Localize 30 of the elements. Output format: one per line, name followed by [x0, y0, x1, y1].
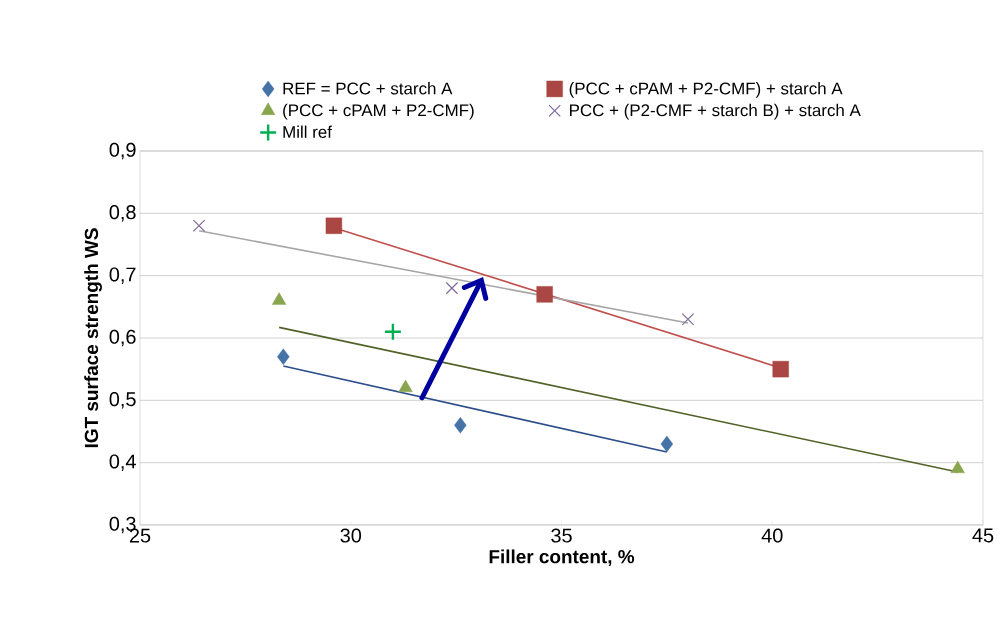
point: [536, 286, 553, 303]
y-tick-label: 0,4: [109, 454, 136, 471]
legend-label: (PCC + cPAM + P2-CMF): [283, 103, 474, 120]
point: [398, 379, 413, 393]
x-tick-label: 35: [551, 528, 572, 543]
point: [681, 313, 695, 326]
point: [445, 281, 459, 295]
legend-label: Mill ref: [283, 125, 332, 138]
point: [325, 217, 343, 234]
point: [272, 292, 287, 305]
point: [277, 348, 290, 365]
y-tick-label: 0,8: [109, 205, 136, 222]
legend-label: PCC + (P2-CMF + starch B) + starch A: [570, 103, 861, 120]
x-axis-title: Filler content, %: [489, 549, 635, 567]
legend-label: REF = PCC + starch A: [283, 82, 453, 95]
y-tick-label: 0,9: [109, 142, 136, 160]
x-tick-label: 30: [340, 528, 362, 543]
y-tick-label: 0,6: [109, 329, 136, 347]
point: [660, 435, 674, 453]
point: [383, 322, 403, 341]
y-tick-label: 0,5: [109, 392, 136, 409]
y-tick-label: 0,7: [109, 267, 136, 284]
x-tick-label: 45: [972, 528, 994, 543]
y-axis-title: IGT surface strength WS: [84, 228, 102, 448]
point: [950, 460, 965, 474]
point: [772, 360, 789, 378]
x-tick-label: 40: [761, 528, 783, 543]
point: [192, 219, 206, 233]
legend-label: (PCC + cPAM + P2-CMF) + starch A: [569, 82, 843, 98]
point: [454, 417, 467, 434]
